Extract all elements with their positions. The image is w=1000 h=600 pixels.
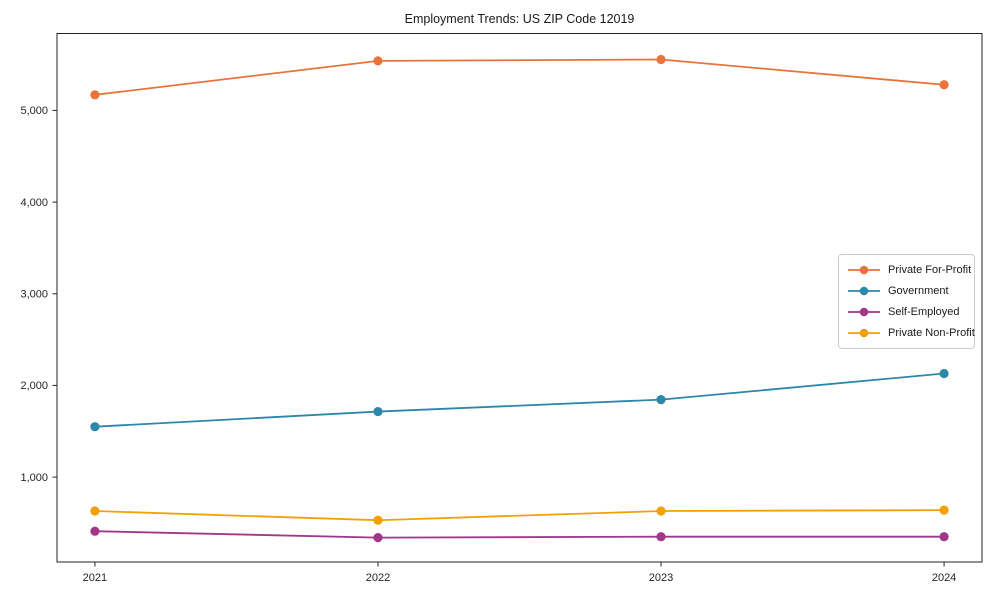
data-point-marker xyxy=(90,90,100,100)
line-marker-icon xyxy=(848,307,880,317)
legend-marker-icon xyxy=(859,286,869,296)
series-line xyxy=(94,530,945,539)
legend-item-private-for-profit: Private For-Profit xyxy=(847,262,971,278)
data-point-marker xyxy=(90,526,100,536)
y-tick-label: 5,000 xyxy=(20,105,48,117)
data-point-marker xyxy=(939,368,949,379)
data-point-marker xyxy=(90,506,100,516)
line-marker-icon xyxy=(848,265,880,275)
y-tick-label: 1,000 xyxy=(20,472,48,484)
x-tick-label: 2024 xyxy=(932,572,956,584)
series-line xyxy=(94,509,945,522)
y-tick-label: 4,000 xyxy=(20,197,48,209)
legend-label: Government xyxy=(888,285,949,297)
legend-marker-icon xyxy=(859,265,869,275)
data-point-marker xyxy=(656,532,666,542)
y-tick-label: 2,000 xyxy=(20,380,48,392)
x-tick-label: 2022 xyxy=(366,572,390,584)
series-line xyxy=(94,372,945,428)
legend-item-self-employed: Self-Employed xyxy=(847,304,966,320)
legend: Private For-Profit Government Self-Emplo… xyxy=(838,254,975,349)
data-point-marker xyxy=(373,533,383,543)
data-point-marker xyxy=(939,532,949,542)
legend-label: Self-Employed xyxy=(888,306,960,318)
data-point-marker xyxy=(656,54,666,65)
chart-title: Employment Trends: US ZIP Code 12019 xyxy=(404,12,635,26)
series-line xyxy=(94,58,945,96)
line-marker-icon xyxy=(848,328,880,338)
legend-label: Private For-Profit xyxy=(888,264,972,276)
plot-frame xyxy=(56,33,983,563)
data-point-marker xyxy=(656,395,666,405)
data-point-marker xyxy=(373,406,383,417)
legend-item-private-non-profit: Private Non-Profit xyxy=(847,325,975,341)
data-point-marker xyxy=(373,56,383,66)
data-point-marker xyxy=(656,506,666,516)
x-tick-label: 2021 xyxy=(83,572,107,584)
legend-item-government: Government xyxy=(847,283,966,299)
data-point-marker xyxy=(90,422,100,432)
data-point-marker xyxy=(939,505,949,515)
line-marker-icon xyxy=(848,286,880,296)
legend-marker-icon xyxy=(859,328,869,338)
data-point-marker xyxy=(373,515,383,525)
legend-label: Private Non-Profit xyxy=(888,327,975,339)
legend-marker-icon xyxy=(859,307,869,317)
x-tick-label: 2023 xyxy=(649,572,673,584)
data-point-marker xyxy=(939,80,949,90)
y-tick-label: 3,000 xyxy=(20,289,48,301)
